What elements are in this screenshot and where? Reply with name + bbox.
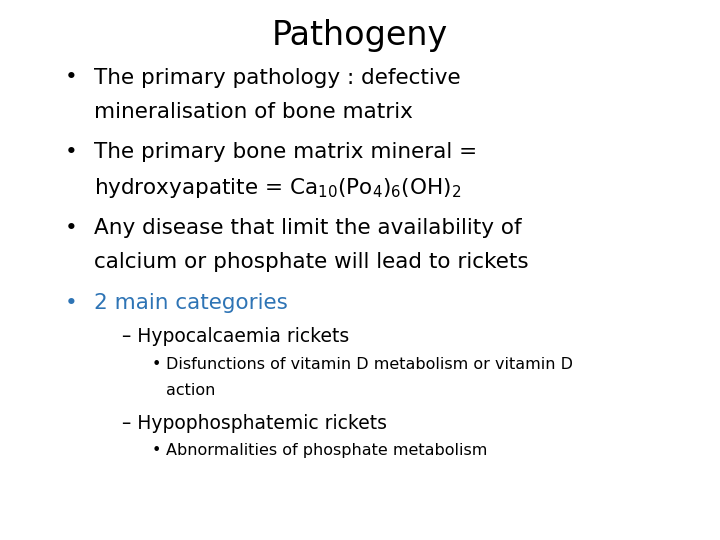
Text: mineralisation of bone matrix: mineralisation of bone matrix xyxy=(94,102,413,122)
Text: Disfunctions of vitamin D metabolism or vitamin D: Disfunctions of vitamin D metabolism or … xyxy=(166,357,572,373)
Text: •: • xyxy=(65,142,78,162)
Text: •: • xyxy=(151,443,161,458)
Text: The primary pathology : defective: The primary pathology : defective xyxy=(94,68,460,87)
Text: calcium or phosphate will lead to rickets: calcium or phosphate will lead to ricket… xyxy=(94,252,528,272)
Text: •: • xyxy=(65,293,78,313)
Text: action: action xyxy=(166,383,215,398)
Text: 2 main categories: 2 main categories xyxy=(94,293,287,313)
Text: Pathogeny: Pathogeny xyxy=(272,19,448,52)
Text: Abnormalities of phosphate metabolism: Abnormalities of phosphate metabolism xyxy=(166,443,487,458)
Text: •: • xyxy=(65,218,78,238)
Text: hydroxyapatite = Ca$_{10}$(Po$_{4}$)$_{6}$(OH)$_{2}$: hydroxyapatite = Ca$_{10}$(Po$_{4}$)$_{6… xyxy=(94,176,461,200)
Text: Any disease that limit the availability of: Any disease that limit the availability … xyxy=(94,218,521,238)
Text: The primary bone matrix mineral =: The primary bone matrix mineral = xyxy=(94,142,477,162)
Text: – Hypophosphatemic rickets: – Hypophosphatemic rickets xyxy=(122,414,387,433)
Text: •: • xyxy=(65,68,78,87)
Text: •: • xyxy=(151,357,161,373)
Text: – Hypocalcaemia rickets: – Hypocalcaemia rickets xyxy=(122,327,350,346)
